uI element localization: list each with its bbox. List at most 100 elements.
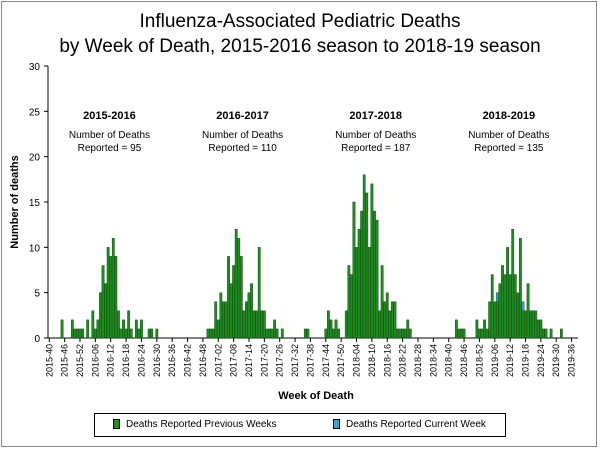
x-tick-label: 2016-12 <box>106 344 116 377</box>
bar-previous-week <box>352 201 356 339</box>
bar-previous-week <box>147 328 151 339</box>
bar-previous-week <box>60 319 64 339</box>
bar-previous-week <box>155 328 159 339</box>
x-tick-label: 2016-36 <box>167 344 177 377</box>
bar-previous-week <box>150 328 154 339</box>
x-tick-label: 2018-28 <box>413 344 423 377</box>
y-tick-label: 0 <box>34 334 40 345</box>
x-axis-title: Week of Death <box>278 390 354 402</box>
bar-previous-week <box>334 319 338 339</box>
x-tick-label: 2016-06 <box>90 344 100 377</box>
bar-previous-week <box>485 328 489 339</box>
legend-swatch-previous-weeks <box>113 419 120 429</box>
bar-previous-week <box>93 328 97 339</box>
bar-previous-week <box>73 328 77 339</box>
bar-previous-week <box>401 328 404 339</box>
bar-previous-week <box>498 283 502 339</box>
y-tick-label: 25 <box>29 107 41 118</box>
bar-previous-week <box>544 328 548 339</box>
bar-previous-week <box>99 292 102 339</box>
y-tick-label: 20 <box>29 153 41 164</box>
bar-previous-week <box>483 319 486 339</box>
bar-previous-week <box>122 319 125 339</box>
bar-previous-week <box>531 310 535 339</box>
bar-previous-week <box>224 301 228 339</box>
bar-previous-week <box>503 274 507 339</box>
bar-previous-week <box>460 328 463 339</box>
bar-previous-week <box>242 310 246 339</box>
season-caption-line1-4: Number of Deaths <box>468 130 549 141</box>
bar-previous-week <box>252 310 256 339</box>
bar-previous-week <box>516 292 520 339</box>
season-caption-line1-1: Number of Deaths <box>69 130 150 141</box>
bar-previous-week <box>536 319 540 339</box>
x-tick-label: 2016-42 <box>183 344 193 377</box>
bar-previous-week <box>362 174 366 339</box>
bar-previous-week <box>124 328 128 339</box>
legend-item-current-week: Deaths Reported Current Week <box>333 419 486 431</box>
legend-item-previous-weeks: Deaths Reported Previous Weeks <box>113 419 276 431</box>
bar-previous-week <box>367 247 371 339</box>
bar-previous-week <box>250 283 253 339</box>
bar-previous-week <box>332 328 335 339</box>
x-tick-label: 2018-46 <box>459 344 469 377</box>
bar-previous-week <box>214 301 218 339</box>
bar-previous-week <box>396 328 399 339</box>
bar-previous-week <box>119 328 123 339</box>
bar-previous-week <box>457 328 461 339</box>
season-label-4: 2018-2019 <box>483 110 536 122</box>
bar-previous-week <box>506 247 509 339</box>
bar-current-week <box>521 301 525 312</box>
bar-previous-week <box>306 328 310 339</box>
bar-previous-week <box>559 328 563 339</box>
x-tick-label: 2019-30 <box>551 344 561 377</box>
x-tick-label: 2015-52 <box>75 344 85 377</box>
x-tick-label: 2017-26 <box>275 344 285 377</box>
x-tick-label: 2017-44 <box>321 344 331 377</box>
bar-current-week <box>495 292 499 302</box>
x-tick-label: 2017-32 <box>290 344 300 377</box>
bar-previous-week <box>268 328 271 339</box>
x-tick-label: 2016-30 <box>152 344 162 377</box>
bar-previous-week <box>355 247 358 339</box>
bar-previous-week <box>462 328 466 339</box>
bar-previous-week <box>524 310 527 339</box>
legend-label-previous-weeks: Deaths Reported Previous Weeks <box>126 419 277 430</box>
y-axis-title: Number of deaths <box>9 155 21 249</box>
bar-previous-week <box>408 328 412 339</box>
x-tick-label: 2018-22 <box>398 344 408 377</box>
bar-previous-week <box>390 301 394 339</box>
bar-previous-week <box>337 328 340 339</box>
season-caption-line1-3: Number of Deaths <box>335 130 416 141</box>
bar-previous-week <box>239 256 243 339</box>
bar-previous-week <box>549 328 553 339</box>
x-tick-label: 2019-12 <box>505 344 515 377</box>
bar-previous-week <box>534 310 538 339</box>
bar-previous-week <box>262 310 266 339</box>
bar-previous-week <box>380 265 384 339</box>
bar-previous-week <box>96 319 100 339</box>
season-caption-line1-2: Number of Deaths <box>202 130 283 141</box>
season-label-3: 2017-2018 <box>349 110 402 122</box>
season-caption-line2-4: Reported = 135 <box>474 143 544 154</box>
x-tick-label: 2018-10 <box>367 344 377 377</box>
bar-previous-week <box>519 238 522 339</box>
bar-previous-week <box>127 310 131 339</box>
bar-previous-week <box>206 328 210 339</box>
bar-previous-week <box>78 328 82 339</box>
bar-previous-week <box>455 319 458 339</box>
x-tick-label: 2017-08 <box>229 344 239 377</box>
x-tick-label: 2015-46 <box>60 344 70 377</box>
x-tick-label: 2018-52 <box>474 344 484 377</box>
bar-previous-week <box>383 301 387 339</box>
bar-previous-week <box>329 319 333 339</box>
bar-previous-week <box>273 319 276 339</box>
x-tick-label: 2016-18 <box>121 344 131 377</box>
bar-previous-week <box>117 310 120 339</box>
bar-previous-week <box>526 283 530 339</box>
bar-previous-week <box>490 274 494 339</box>
bar-previous-week <box>275 328 279 339</box>
bar-previous-week <box>234 228 238 339</box>
bar-previous-week <box>350 274 353 339</box>
